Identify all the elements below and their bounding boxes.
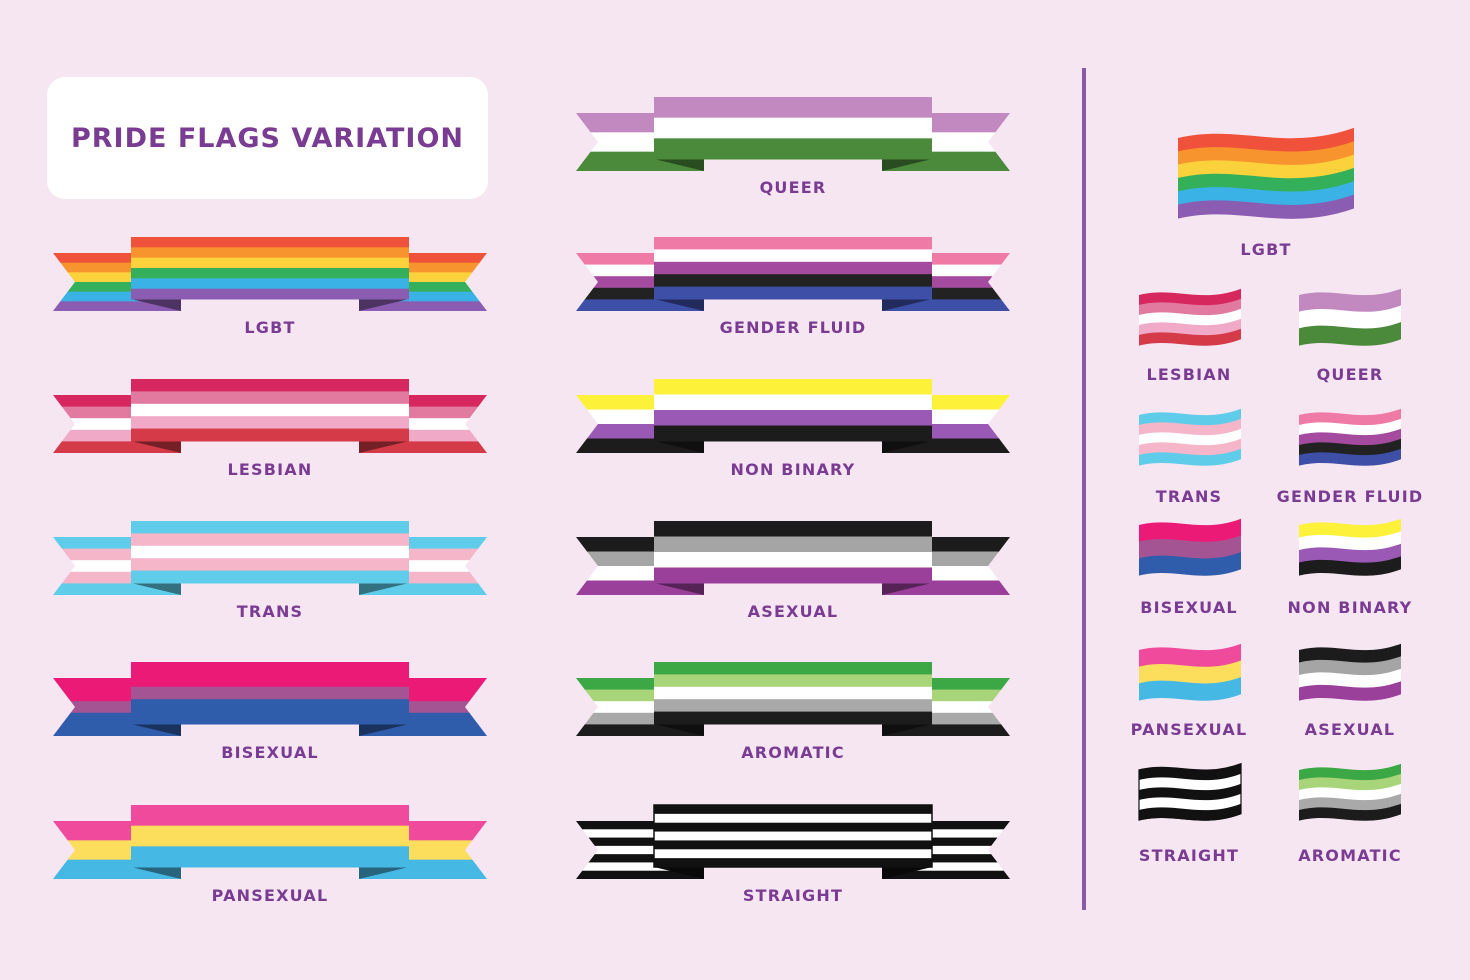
ribbon-fold — [882, 441, 932, 453]
flag-label: PANSEXUAL — [1131, 720, 1248, 739]
flag-straight: STRAIGHT — [1138, 762, 1242, 865]
flag-label: NON BINARY — [1288, 598, 1413, 617]
ribbon-trans: TRANS — [53, 521, 487, 621]
ribbon-band — [654, 237, 932, 300]
ribbon-band — [654, 662, 932, 725]
ribbon-band — [654, 521, 932, 584]
flag-label: STRAIGHT — [1139, 846, 1239, 865]
ribbon-fold — [654, 867, 704, 879]
flag-pansexual: PANSEXUAL — [1131, 643, 1248, 739]
ribbon-band — [131, 379, 409, 442]
flag-bisexual: BISEXUAL — [1139, 518, 1241, 617]
ribbon-band — [654, 379, 932, 442]
flag-label: ASEXUAL — [1305, 720, 1396, 739]
flag-label: AROMATIC — [1298, 846, 1402, 865]
ribbon-fold — [882, 583, 932, 595]
ribbon-fold — [654, 299, 704, 311]
ribbon-fold — [654, 441, 704, 453]
ribbon-label: BISEXUAL — [221, 743, 319, 762]
ribbon-fold — [882, 867, 932, 879]
ribbon-band — [131, 662, 409, 725]
ribbon-fold — [882, 159, 932, 171]
flag-asexual: ASEXUAL — [1299, 643, 1401, 739]
ribbon-label: TRANS — [237, 602, 304, 621]
flag-label: QUEER — [1317, 365, 1384, 384]
ribbon-tail — [576, 821, 704, 879]
ribbon-fold — [131, 867, 181, 879]
ribbon-fold — [882, 299, 932, 311]
ribbon-tail — [882, 821, 1010, 879]
flag-aromatic: AROMATIC — [1298, 763, 1402, 865]
ribbon-pansexual: PANSEXUAL — [53, 805, 487, 905]
ribbon-non-binary: NON BINARY — [576, 379, 1010, 479]
ribbon-queer: QUEER — [576, 97, 1010, 197]
ribbon-lgbt: LGBT — [53, 237, 487, 337]
flag-label: TRANS — [1156, 487, 1223, 506]
flag-non-binary: NON BINARY — [1288, 518, 1413, 617]
page-title: PRIDE FLAGS VARIATION — [70, 122, 465, 154]
ribbon-fold — [882, 724, 932, 736]
ribbon-fold — [359, 299, 409, 311]
flag-label: GENDER FLUID — [1277, 487, 1424, 506]
ribbon-fold — [359, 867, 409, 879]
ribbon-bisexual: BISEXUAL — [53, 662, 487, 762]
ribbon-label: PANSEXUAL — [212, 886, 329, 905]
flag-label: LGBT — [1240, 240, 1291, 259]
ribbon-tail — [359, 253, 487, 311]
ribbon-band — [131, 805, 409, 868]
ribbon-fold — [654, 583, 704, 595]
ribbon-fold — [131, 724, 181, 736]
ribbon-fold — [359, 441, 409, 453]
title-card: PRIDE FLAGS VARIATION — [47, 77, 488, 199]
ribbon-label: QUEER — [760, 178, 827, 197]
ribbon-fold — [654, 724, 704, 736]
ribbon-fold — [359, 724, 409, 736]
ribbon-straight: STRAIGHT — [576, 804, 1010, 905]
ribbon-tail — [53, 253, 181, 311]
ribbon-label: STRAIGHT — [743, 886, 843, 905]
ribbon-band — [131, 237, 409, 300]
ribbon-label: AROMATIC — [741, 743, 845, 762]
ribbon-fold — [131, 583, 181, 595]
flag-queer: QUEER — [1299, 288, 1401, 384]
ribbon-fold — [131, 441, 181, 453]
flag-label: LESBIAN — [1147, 365, 1232, 384]
flag-lgbt: LGBT — [1178, 127, 1354, 259]
ribbon-band — [131, 521, 409, 584]
ribbon-aromatic: AROMATIC — [576, 662, 1010, 762]
ribbon-asexual: ASEXUAL — [576, 521, 1010, 621]
ribbon-gender-fluid: GENDER FLUID — [576, 237, 1010, 337]
ribbon-label: LGBT — [244, 318, 295, 337]
ribbon-fold — [654, 159, 704, 171]
ribbon-lesbian: LESBIAN — [53, 379, 487, 479]
ribbon-band — [654, 97, 932, 160]
flag-trans: TRANS — [1139, 408, 1241, 506]
ribbon-band — [654, 805, 932, 868]
ribbon-label: ASEXUAL — [748, 602, 839, 621]
flag-gender-fluid: GENDER FLUID — [1277, 408, 1424, 506]
ribbon-fold — [359, 583, 409, 595]
ribbon-label: NON BINARY — [731, 460, 856, 479]
flag-label: BISEXUAL — [1140, 598, 1238, 617]
ribbon-label: LESBIAN — [228, 460, 313, 479]
flag-lesbian: LESBIAN — [1139, 288, 1241, 384]
ribbon-label: GENDER FLUID — [720, 318, 867, 337]
ribbon-fold — [131, 299, 181, 311]
